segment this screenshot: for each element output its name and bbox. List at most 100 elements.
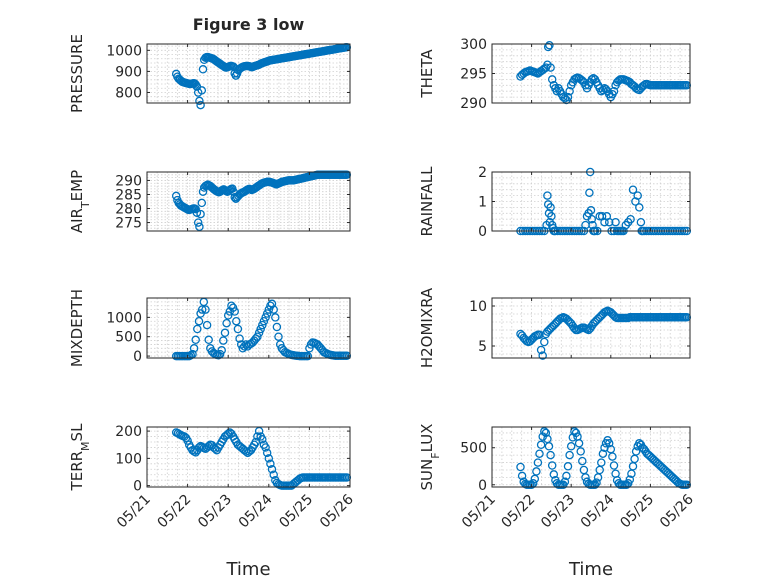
data-point <box>563 462 573 471</box>
data-points <box>171 170 352 232</box>
data-point <box>266 459 275 469</box>
data-point <box>191 204 200 214</box>
data-point <box>545 40 554 50</box>
y-axis-label: PRESSURE <box>68 34 86 113</box>
data-point <box>625 475 635 484</box>
subplot-2: 290 295 300 THETA <box>418 37 692 112</box>
x-axis-label: Time <box>225 559 270 580</box>
data-point <box>597 458 606 467</box>
data-point <box>219 336 228 345</box>
data-points <box>516 40 692 105</box>
x-tick-label: 05/23 <box>538 492 578 532</box>
data-points <box>516 306 692 360</box>
y-axis-label: SUNFLUX <box>418 424 442 491</box>
y-tick-label: 500 <box>115 330 142 346</box>
data-point <box>547 75 557 84</box>
y-tick-label: 800 <box>115 85 142 101</box>
data-point <box>538 351 547 360</box>
data-point <box>586 206 596 215</box>
data-point <box>544 442 554 451</box>
data-point <box>587 214 597 224</box>
y-tick-label: 0 <box>133 349 142 365</box>
data-point <box>230 307 239 316</box>
data-point <box>274 332 283 341</box>
data-point <box>636 217 646 227</box>
data-point <box>540 427 549 436</box>
data-point <box>574 439 584 448</box>
data-point <box>256 324 265 334</box>
axes-frame <box>146 426 351 488</box>
data-point <box>631 447 641 456</box>
data-point <box>217 346 226 355</box>
data-point <box>578 456 587 466</box>
y-tick-label: 1000 <box>106 43 142 59</box>
data-point <box>272 322 282 332</box>
data-point <box>194 316 204 326</box>
y-axis-label: RAINFALL <box>418 166 436 237</box>
axes-frame <box>146 43 351 104</box>
y-tick-label: 1 <box>478 195 487 211</box>
data-point <box>516 462 525 472</box>
data-point <box>191 335 200 345</box>
axes-frame <box>491 426 691 488</box>
data-point <box>628 185 638 194</box>
axes-frame <box>491 297 691 359</box>
y-tick-label: 275 <box>115 216 142 232</box>
data-point <box>576 447 585 456</box>
data-point <box>196 100 205 110</box>
data-point <box>604 217 614 227</box>
data-point <box>195 222 204 232</box>
data-point <box>543 191 552 200</box>
y-tick-label: 100 <box>115 451 142 467</box>
data-point <box>223 311 233 320</box>
data-point <box>565 86 574 96</box>
data-point <box>254 328 264 338</box>
data-point <box>547 212 556 221</box>
data-point <box>241 447 251 456</box>
data-point <box>608 452 617 461</box>
data-point <box>563 92 573 102</box>
data-point <box>566 442 576 451</box>
data-point <box>195 96 204 106</box>
data-point <box>202 320 212 330</box>
data-point <box>261 443 270 452</box>
data-point <box>598 85 608 95</box>
subplot-5: 0 500 1000 MIXDEPTH <box>68 289 352 367</box>
chart-title: Figure 3 low <box>193 15 305 34</box>
subplot-6: 5 10 H2OMIXRA <box>418 287 692 368</box>
data-point <box>598 449 608 458</box>
data-point <box>183 436 192 445</box>
x-tick-label: 05/24 <box>236 491 276 531</box>
y-tick-label: 285 <box>115 187 142 203</box>
data-point <box>585 188 594 197</box>
data-point <box>201 305 210 314</box>
data-point <box>536 345 546 355</box>
data-point <box>565 450 574 460</box>
data-point <box>540 337 549 347</box>
data-point <box>590 480 600 490</box>
y-axis-label: TERRMSL <box>68 423 92 492</box>
data-points <box>171 297 352 361</box>
x-tick-label: 05/26 <box>657 491 697 531</box>
data-point <box>262 309 272 318</box>
data-point <box>546 63 555 72</box>
y-tick-label: 5 <box>478 339 487 355</box>
data-points <box>516 427 692 490</box>
subplot-4: 0 1 2 RAINFALL <box>418 165 692 240</box>
data-point <box>541 428 551 438</box>
data-point <box>562 471 571 481</box>
data-point <box>604 439 614 448</box>
data-point <box>267 465 277 474</box>
y-tick-label: 10 <box>469 299 487 315</box>
data-point <box>609 86 619 96</box>
data-point <box>609 461 619 470</box>
y-axis-label: THETA <box>418 49 436 99</box>
x-tick-label: 05/24 <box>578 491 618 531</box>
data-points <box>171 42 352 110</box>
data-point <box>220 328 230 338</box>
x-tick-label: 05/25 <box>276 492 316 532</box>
y-axis-label: H2OMIXRA <box>418 287 436 368</box>
data-point <box>197 305 207 314</box>
data-point <box>253 332 262 341</box>
y-tick-label: 280 <box>115 202 142 218</box>
